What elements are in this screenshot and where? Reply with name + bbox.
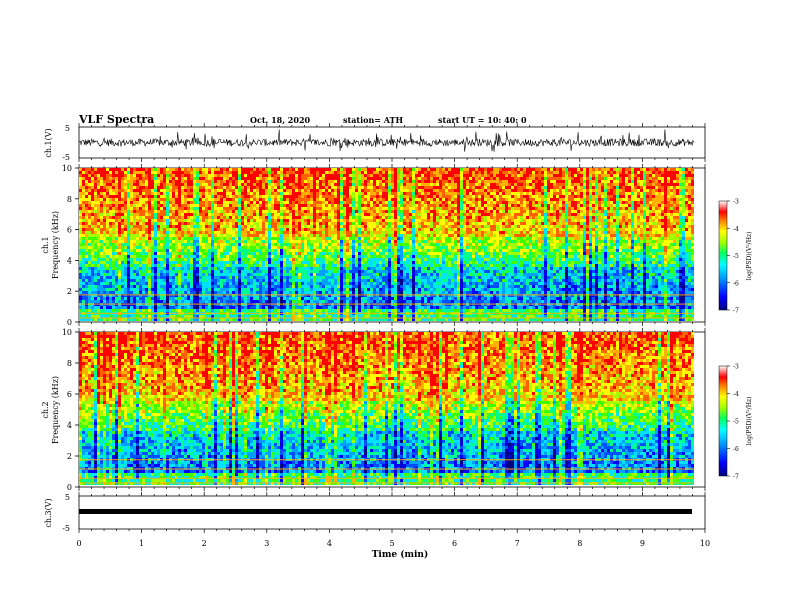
ch2-spectrogram-panel: ch.2 Frequency (kHz) 0 2 4 6 8 10 — [41, 328, 706, 492]
colorbar-tick-label: -3 — [733, 364, 739, 371]
time-tick-label: 0 — [76, 539, 81, 548]
time-tick-label: 3 — [264, 539, 269, 548]
colorbar-tick-label: -4 — [733, 391, 739, 398]
colorbar-tick-label: -6 — [733, 446, 739, 453]
ch1-spectrogram-image — [79, 168, 695, 321]
time-tick-label: 9 — [640, 539, 645, 548]
ch1-colorbar-ticks: -3 -4 -5 -6 -7 — [727, 199, 739, 315]
figure-title: VLF Spectra — [78, 113, 154, 126]
ch1-ytick-top: 5 — [65, 124, 70, 133]
freq-tick-label: 0 — [67, 318, 72, 327]
freq-tick-label: 10 — [62, 164, 72, 173]
ch3-waveform-line — [79, 509, 692, 514]
freq-tick-label: 2 — [67, 452, 72, 461]
time-tick-label: 4 — [327, 539, 332, 548]
ch2-channel-label: ch.2 — [41, 401, 50, 418]
ch2-colorbar: -3 -4 -5 -6 -7 log(PSD)(V²/Hz) — [718, 364, 753, 481]
colorbar-tick-label: -4 — [733, 226, 739, 233]
time-tick-label: 2 — [202, 539, 207, 548]
station-label: station= ATH — [343, 115, 403, 125]
freq-tick-label: 2 — [67, 287, 72, 296]
ch1-freq-ylabel: Frequency (kHz) — [51, 211, 60, 279]
time-axis-label: Time (min) — [372, 549, 429, 560]
freq-tick-label: 0 — [67, 483, 72, 492]
time-tick-label: 10 — [700, 539, 710, 548]
ch1-channel-label: ch.1 — [41, 236, 50, 253]
ch1-freq-ticks: 0 2 4 6 8 10 — [62, 164, 79, 327]
freq-tick-label: 4 — [67, 256, 72, 265]
ch1-colorbar: -3 -4 -5 -6 -7 log(PSD)(V²/Hz) — [718, 199, 753, 315]
ch3-ytick-bottom: -5 — [62, 524, 70, 533]
ch2-colorbar-ticks: -3 -4 -5 -6 -7 — [727, 364, 739, 481]
freq-tick-label: 6 — [67, 390, 72, 399]
ch1-waveform-panel: 5 -5 ch.1(V) — [44, 124, 706, 162]
freq-tick-label: 6 — [67, 226, 72, 235]
ch1-waveform-ylabel: ch.1(V) — [44, 128, 53, 157]
ch1-ytick-bottom: -5 — [62, 153, 70, 162]
colorbar-tick-label: -5 — [733, 253, 739, 260]
freq-tick-label: 10 — [62, 328, 72, 337]
time-tick-label: 7 — [515, 539, 520, 548]
ch3-ytick-top: 5 — [65, 493, 70, 502]
date-label: Oct. 18, 2020 — [250, 115, 311, 125]
ch2-freq-ylabel: Frequency (kHz) — [51, 376, 60, 444]
ch3-waveform-panel: 5 -5 ch.3(V) — [44, 493, 706, 533]
freq-tick-label: 8 — [67, 359, 72, 368]
colorbar-tick-label: -6 — [733, 280, 739, 287]
time-tick-label: 6 — [452, 539, 457, 548]
ch1-spectrogram-panel: ch.1 Frequency (kHz) 0 2 4 6 8 10 — [41, 164, 706, 327]
ch2-freq-ticks: 0 2 4 6 8 10 — [62, 328, 79, 492]
start-time-label: start UT = 10: 40: 0 — [438, 115, 527, 125]
colorbar-tick-label: -7 — [733, 308, 739, 315]
time-tick-label: 1 — [139, 539, 144, 548]
ch1-colorbar-label: log(PSD)(V²/Hz) — [746, 232, 753, 281]
ch3-waveform-ylabel: ch.3(V) — [44, 498, 53, 527]
freq-tick-label: 4 — [67, 421, 72, 430]
ch2-spectrogram-image — [79, 332, 695, 485]
colorbar-tick-label: -3 — [733, 199, 739, 206]
time-tick-label: 5 — [389, 539, 394, 548]
ch1-waveform-line — [78, 129, 695, 152]
time-axis-ticks: 0 1 2 3 4 5 6 7 8 9 10 — [76, 123, 710, 548]
colorbar-tick-label: -7 — [733, 474, 739, 481]
ch2-colorbar-label: log(PSD)(V²/Hz) — [746, 397, 753, 446]
colorbar-tick-label: -5 — [733, 419, 739, 426]
time-tick-label: 8 — [577, 539, 582, 548]
freq-tick-label: 8 — [67, 195, 72, 204]
